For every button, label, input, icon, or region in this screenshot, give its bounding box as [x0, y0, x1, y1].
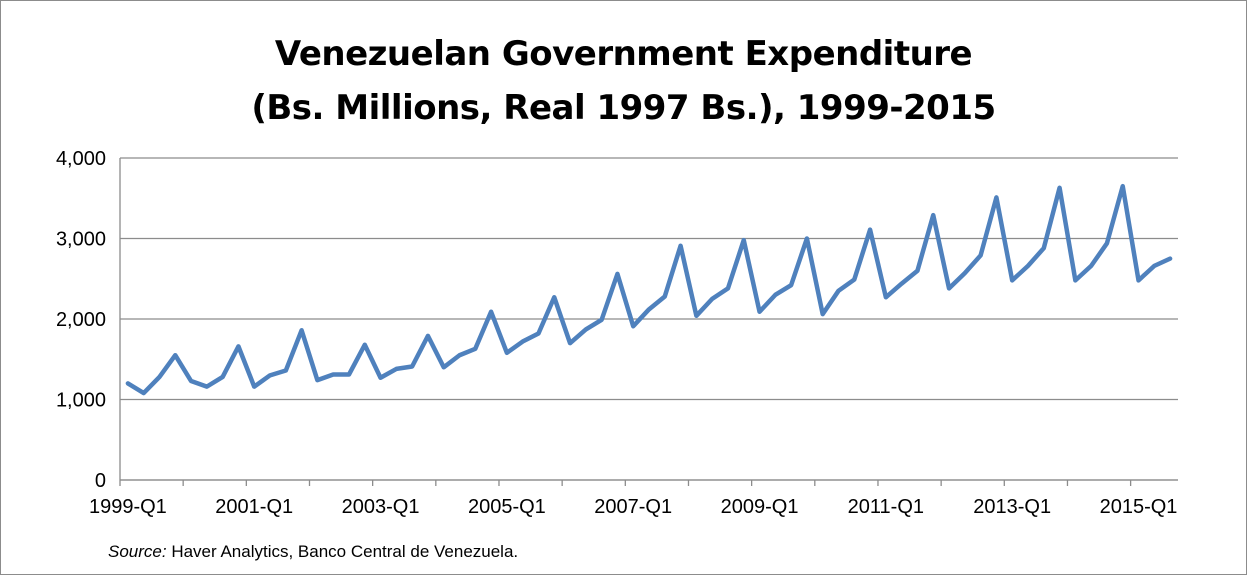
x-tick-label: 2003-Q1: [342, 496, 420, 518]
x-tick-label: 2009-Q1: [721, 496, 799, 518]
x-tick-label: 2013-Q1: [973, 496, 1051, 518]
source-label: Source:: [108, 542, 167, 561]
x-tick-label: 2001-Q1: [215, 496, 293, 518]
y-tick-label: 4,000: [56, 148, 106, 170]
x-tick-label: 2011-Q1: [848, 496, 924, 518]
x-tick-label: 2007-Q1: [594, 496, 672, 518]
y-tick-label: 2,000: [56, 309, 106, 331]
source-note: Source: Haver Analytics, Banco Central d…: [108, 542, 518, 562]
x-tick-label: 1999-Q1: [89, 496, 167, 518]
x-tick-label: 2005-Q1: [468, 496, 546, 518]
source-text: Haver Analytics, Banco Central de Venezu…: [166, 542, 519, 561]
y-tick-label: 3,000: [56, 229, 106, 251]
x-tick-label: 2015-Q1: [1100, 496, 1178, 518]
chart-title-line1: Venezuelan Government Expenditure: [274, 34, 973, 74]
series-line-expenditure: [125, 183, 1173, 396]
chart-title-line2: (Bs. Millions, Real 1997 Bs.), 1999-2015: [251, 88, 996, 128]
y-tick-label: 1,000: [56, 390, 106, 412]
y-tick-label: 0: [95, 470, 106, 492]
